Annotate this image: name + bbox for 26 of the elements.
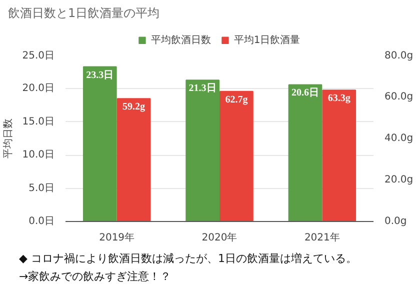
data-label: 62.7g [225,94,248,106]
x-tick-label: 2020年 [202,232,238,244]
text: ◆ コロナ禍により飲酒日数は減ったが、1日の飲酒量は増えている。 [19,251,357,267]
data-label: 23.3日 [86,70,114,81]
y2-tick-label: 60.0g [384,92,414,102]
y-tick-label: 0.0日 [28,216,55,227]
data-label: 20.6日 [291,88,319,99]
y2-tick-label: 20.0g [384,174,414,186]
y2-tick-label: 40.0g [384,133,414,144]
y-tick-label: 25.0日 [22,50,54,62]
data-label: 21.3日 [188,83,216,94]
y-tick-label: 5.0日 [28,182,55,194]
legend-label: 平均飲酒日数 [150,34,211,47]
x-tick-label: 2021年 [304,232,340,244]
text: →家飲みでの飲みすぎ注意！？ [19,268,172,284]
y-tick-label: 10.0日 [22,150,54,161]
x-tick-label: 2019年 [99,232,135,244]
y-axis-title: 平均日数 [2,118,14,158]
y2-tick-label: 0.0g [384,216,407,227]
legend-label: 平均1日飲酒量 [234,34,300,47]
y-tick-label: 20.0日 [22,83,54,94]
chart-title: 飲酒日数と1日飲酒量の平均 [8,5,160,22]
y-tick-label: 15.0日 [22,116,54,128]
data-label: 63.3g [328,93,350,104]
y2-tick-label: 80.0g [384,50,414,62]
data-label: 59.2g [122,102,146,113]
